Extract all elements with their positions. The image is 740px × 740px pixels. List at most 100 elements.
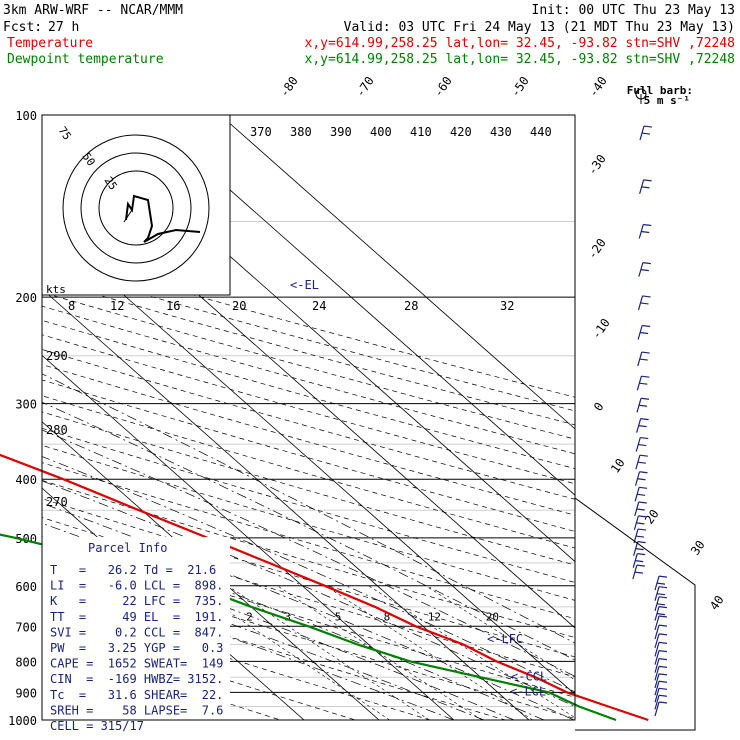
wind-barb-flag [638, 515, 647, 518]
wind-barb-flag [658, 575, 668, 578]
isotherm [0, 115, 4, 720]
valid-time: Valid: 03 UTC Fri 24 May 13 (21 MDT Thu … [344, 20, 735, 35]
hodograph-ring [62, 134, 210, 282]
wind-barb-flag [658, 624, 668, 627]
mixing-ratio-label: 12 [428, 610, 441, 623]
wind-barb-staff [654, 658, 660, 673]
hodograph-ring [80, 152, 192, 264]
wind-barb-flag [658, 650, 668, 653]
hodograph-unit: kts [46, 283, 66, 296]
dry-adiabat [42, 334, 575, 485]
mixing-ratio-line [425, 585, 575, 681]
theta-label: 380 [290, 125, 312, 139]
mixing-ratio-label: 2 [246, 610, 253, 623]
hodograph-axis-label: 20 [232, 299, 246, 313]
wind-barb-flag [640, 418, 649, 421]
isotherm-label: -70 [353, 74, 377, 100]
wind-barb-flag [637, 461, 646, 464]
wind-barb-flag [641, 132, 651, 135]
temperature-trace [0, 453, 649, 722]
hodograph-ring-label: 50 [80, 150, 98, 168]
wind-barb-staff [654, 701, 660, 717]
hodograph-axis-label: 16 [166, 299, 180, 313]
dry-adiabat-label: 280 [46, 423, 68, 437]
wind-barb-flag [656, 582, 666, 585]
isotherm-label: 10 [608, 456, 628, 476]
annotation-label: <-LFC [487, 632, 523, 646]
moist-adiabat [42, 480, 575, 707]
dry-adiabat [42, 479, 575, 638]
wind-barb-flag [658, 694, 668, 697]
dry-adiabat [42, 619, 357, 720]
hodograph-axis-label: 28 [404, 299, 418, 313]
wind-barb-staff [654, 695, 660, 710]
parcel-info-row: LI = -6.0 LCL = 898. [50, 579, 223, 593]
parcel-info-row: CIN = -169 HWBZ= 3152. [50, 672, 223, 686]
wind-barb-flag [639, 358, 648, 361]
parcel-info-row: CAPE = 1652 SWEAT= 149 [50, 657, 223, 671]
theta-label: 440 [530, 125, 552, 139]
pressure-label: 700 [15, 620, 37, 634]
dewpoint-trace [0, 533, 617, 722]
wind-barb-flag [643, 125, 653, 128]
wind-barb-flag [658, 615, 668, 618]
wind-barb-flag [658, 596, 668, 599]
wind-barb-flag [635, 548, 644, 551]
legend-dewpoint-name: Dewpoint temperature [7, 52, 164, 67]
mixing-ratio-label: 5 [335, 610, 342, 623]
plot-frame [41, 114, 576, 721]
mixing-ratio-label: 8 [384, 610, 391, 623]
wind-barb-flag [637, 478, 646, 481]
isotherm [42, 288, 530, 720]
wind-barb-flag [639, 471, 648, 474]
parcel-info-box: Parcel Info T = 26.2 Td = 21.6 LI = -6.0 … [42, 537, 230, 733]
wind-barb-flag [636, 564, 645, 567]
isotherm-label: 30 [688, 538, 708, 558]
pressure-label: 100 [15, 109, 37, 123]
isotherm-label: 20 [642, 507, 662, 527]
isotherm [220, 115, 575, 430]
theta-label: 410 [410, 125, 432, 139]
wind-barb-flag [658, 687, 668, 690]
mixing-ratio-label: 3 [284, 610, 291, 623]
dry-adiabat [42, 319, 575, 469]
wind-barb-flag [658, 701, 668, 704]
parcel-info-row: PW = 3.25 YGP = 0.3 [50, 641, 223, 655]
dry-adiabat [42, 427, 575, 583]
dry-adiabat [42, 278, 575, 426]
isotherm-label: -10 [589, 316, 613, 342]
dry-adiabat [42, 597, 432, 720]
theta-label: 400 [370, 125, 392, 139]
wind-barb-flag [635, 560, 644, 563]
forecast-hour: 27 h [48, 20, 79, 35]
wind-barb-flag [641, 351, 650, 354]
wind-barb-flag [638, 404, 648, 407]
wind-barb-flag [658, 605, 668, 609]
moist-adiabat [42, 456, 575, 693]
wind-barb-flag [637, 528, 647, 531]
isotherm [42, 421, 380, 720]
theta-label: 370 [250, 125, 272, 139]
pressure-label: 300 [15, 398, 37, 412]
parcel-box-bg [42, 537, 230, 729]
legend-temperature-name: Temperature [7, 36, 93, 51]
wind-barb-staff [654, 633, 660, 649]
wind-barb-flag [640, 436, 649, 440]
wind-barb-flag [640, 269, 649, 272]
hodograph-ring-label: 75 [56, 124, 74, 142]
hodograph-box [41, 114, 231, 296]
wind-barb-staff [654, 666, 660, 681]
wind-barb-flag [642, 295, 651, 298]
sounding-traces [0, 453, 649, 722]
wind-barbs [632, 125, 668, 717]
wind-barb-flag [638, 501, 647, 504]
wind-barb-staff [654, 673, 660, 689]
legend-temperature-info: x,y=614.99,258.25 lat,lon= 32.45, -93.82… [305, 36, 735, 51]
wind-barb-flag [640, 331, 649, 335]
wind-barb-flag [656, 603, 666, 606]
barb-legend-unit: 5 m s⁻¹ [644, 94, 690, 107]
mixing-ratio-line [277, 585, 483, 720]
isotherm-label: 0 [591, 400, 607, 414]
